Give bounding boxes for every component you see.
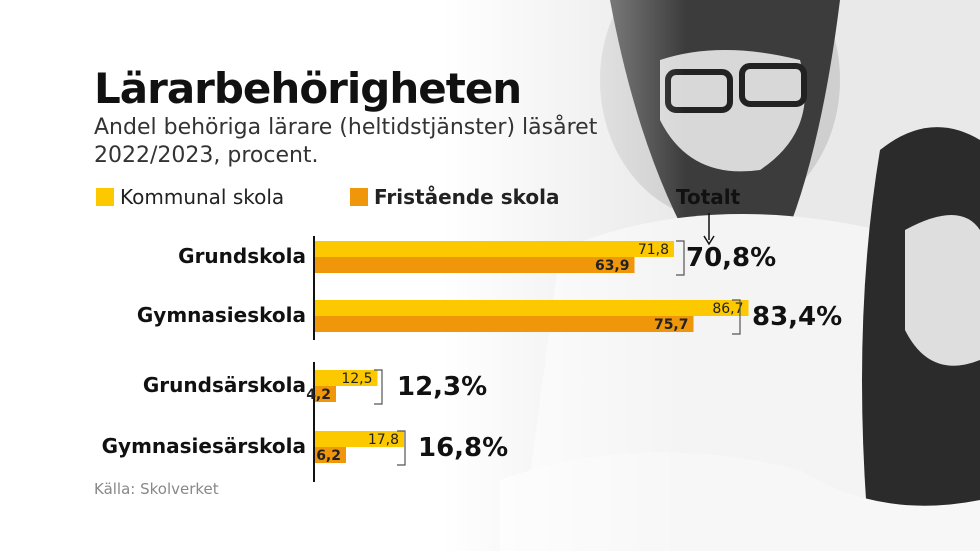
total-bracket-gymnasiesrskola (397, 430, 406, 466)
chart-title: Lärarbehörigheten (94, 64, 522, 113)
total-bracket-grundsrskola (374, 369, 383, 405)
total-label-grundsrskola: 12,3% (397, 372, 487, 402)
legend-fristaende: Fristående skola (350, 185, 559, 209)
bar-fristaende-grundsrskola (315, 386, 336, 402)
value-label-fristaende-grundsrskola: 4,2 (306, 387, 331, 403)
totalt-arrow-head (703, 235, 715, 246)
value-label-kommunal-grundskola: 71,8 (638, 242, 669, 258)
total-bracket-gymnasieskola (732, 299, 741, 335)
source-note: Källa: Skolverket (94, 480, 219, 498)
value-label-fristaende-grundskola: 63,9 (595, 258, 630, 274)
bar-kommunal-gymnasiesrskola (315, 431, 404, 447)
legend-totalt: Totalt (676, 185, 741, 209)
chart-subtitle: Andel behöriga lärare (heltidstjänster) … (94, 115, 598, 168)
bar-fristaende-gymnasieskola (315, 316, 694, 332)
total-label-gymnasieskola: 83,4% (752, 302, 842, 332)
value-label-fristaende-gymnasieskola: 75,7 (654, 317, 689, 333)
bar-kommunal-gymnasieskola (315, 300, 749, 316)
bar-fristaende-gymnasiesrskola (315, 447, 346, 463)
legend-swatch-fristaende (350, 188, 368, 206)
value-label-kommunal-gymnasieskola: 86,7 (712, 301, 743, 317)
category-label-gymnasieskola: Gymnasieskola (137, 303, 306, 327)
category-label-grundsrskola: Grundsärskola (143, 373, 306, 397)
bar-fristaende-grundskola (315, 257, 635, 273)
value-label-kommunal-gymnasiesrskola: 17,8 (368, 432, 399, 448)
category-label-gymnasiesrskola: Gymnasiesärskola (102, 434, 306, 458)
bar-kommunal-grundskola (315, 241, 674, 257)
legend-label-kommunal: Kommunal skola (120, 185, 285, 209)
total-label-grundskola: 70,8% (686, 243, 776, 273)
category-label-grundskola: Grundskola (178, 244, 306, 268)
legend-swatch-kommunal (96, 188, 114, 206)
bar-kommunal-grundsrskola (315, 370, 378, 386)
legend-kommunal: Kommunal skola (96, 185, 284, 209)
legend-label-fristaende: Fristående skola (374, 185, 560, 209)
value-label-fristaende-gymnasiesrskola: 6,2 (316, 448, 341, 464)
total-label-gymnasiesrskola: 16,8% (418, 433, 508, 463)
value-label-kommunal-grundsrskola: 12,5 (341, 371, 372, 387)
total-bracket-grundskola (676, 240, 685, 276)
